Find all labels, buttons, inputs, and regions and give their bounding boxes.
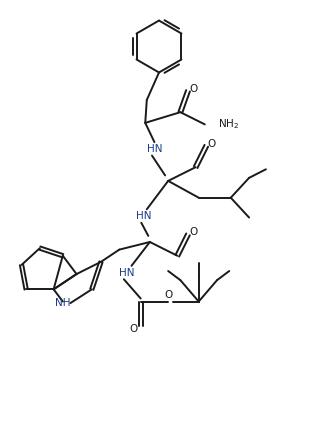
Text: O: O [190,84,198,94]
Text: NH: NH [55,299,70,308]
Text: O: O [190,227,198,237]
Text: NH$_2$: NH$_2$ [218,117,239,131]
Text: O: O [130,324,138,334]
Text: O: O [208,139,216,148]
Text: HN: HN [136,211,151,221]
Text: O: O [165,290,173,300]
Text: HN: HN [119,268,135,278]
Text: HN: HN [147,144,162,154]
